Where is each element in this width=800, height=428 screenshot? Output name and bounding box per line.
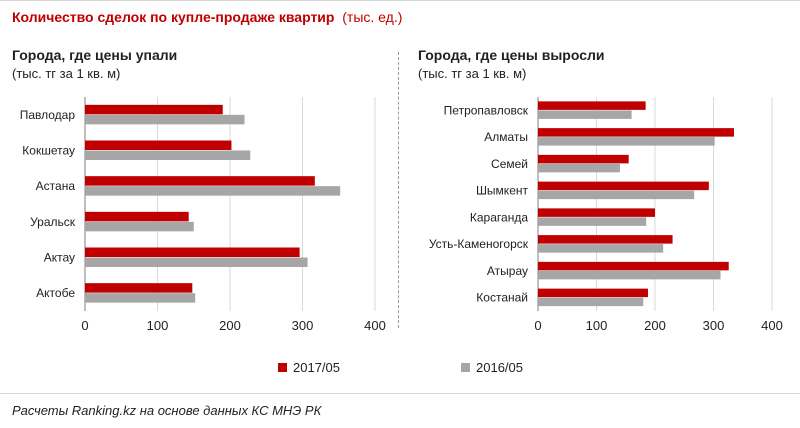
right-chart-category-label: Костанай (476, 291, 528, 305)
left-chart-bar-2016 (85, 221, 194, 232)
left-chart-x-tick-label: 100 (147, 318, 169, 333)
top-rule (0, 0, 800, 1)
right-chart-x-tick-label: 400 (761, 318, 783, 333)
right-chart-bar-2017 (538, 208, 655, 217)
left-chart-bar-2016 (85, 150, 251, 160)
left-chart-bar-2017 (85, 104, 223, 115)
right-chart-x-tick-label: 100 (586, 318, 608, 333)
left-chart-bar-2016 (85, 114, 245, 125)
legend-label-2016: 2016/05 (476, 360, 523, 375)
left-chart-category-label: Астана (36, 179, 76, 193)
left-chart-bar-2017 (85, 283, 193, 293)
main-title-text: Количество сделок по купле-продаже кварт… (12, 9, 335, 25)
main-title: Количество сделок по купле-продаже кварт… (12, 9, 402, 25)
right-chart-bar-2016 (538, 190, 695, 200)
right-chart-category-label: Караганда (470, 210, 528, 224)
legend-item-2016: 2016/05 (461, 360, 523, 375)
right-chart-bar-2017 (538, 128, 734, 137)
right-chart-bar-2016 (538, 110, 632, 119)
right-chart-bar-2016 (538, 270, 721, 280)
left-chart-bar-2016 (85, 186, 341, 196)
left-chart-bar-2016 (85, 257, 308, 267)
right-chart-category-label: Алматы (484, 130, 528, 144)
left-chart-x-tick-label: 0 (81, 318, 88, 333)
right-chart-x-tick-label: 300 (703, 318, 725, 333)
right-bar-chart: 0 100 200 300 400 Петропавловск Алматы Семей Шым… (429, 97, 783, 333)
right-chart-bar-2016 (538, 297, 644, 307)
right-chart-bar-2016 (538, 217, 647, 226)
legend-swatch-2017 (278, 363, 287, 372)
right-chart-category-label: Усть-Каменогорск (429, 237, 529, 251)
right-chart-bar-2017 (538, 101, 646, 110)
source-rule (0, 393, 800, 394)
legend-item-2017: 2017/05 (278, 360, 340, 375)
panel-divider (398, 52, 399, 328)
left-chart-title: Города, где цены упали (12, 47, 178, 63)
left-chart-category-label: Павлодар (20, 108, 76, 122)
left-chart-x-tick-label: 200 (219, 318, 241, 333)
right-chart-category-label: Атырау (487, 264, 528, 278)
right-chart-category-label: Петропавловск (444, 103, 529, 117)
right-chart-bar-2016 (538, 163, 620, 173)
right-chart-bar-2017 (538, 154, 629, 164)
right-chart-subtitle: (тыс. тг за 1 кв. м) (418, 66, 527, 81)
left-chart-x-tick-label: 300 (292, 318, 314, 333)
left-chart-bar-2017 (85, 247, 300, 257)
left-chart-bar-2017 (85, 140, 232, 150)
left-chart-bar-2017 (85, 176, 315, 186)
right-chart-bar-2016 (538, 137, 715, 146)
legend-swatch-2016 (461, 363, 470, 372)
right-chart-bar-2017 (538, 235, 673, 244)
left-chart-bar-2016 (85, 293, 196, 303)
left-chart-x-tick-label: 400 (364, 318, 386, 333)
left-chart-category-label: Кокшетау (22, 144, 75, 158)
left-chart-bar-2017 (85, 211, 189, 222)
source-note: Расчеты Ranking.kz на основе данных КС М… (12, 403, 322, 418)
right-chart-x-tick-label: 200 (644, 318, 666, 333)
legend-label-2017: 2017/05 (293, 360, 340, 375)
main-title-unit: (тыс. ед.) (342, 9, 403, 25)
left-chart-subtitle: (тыс. тг за 1 кв. м) (12, 66, 121, 81)
right-chart-bar-2017 (538, 288, 648, 298)
right-chart-title: Города, где цены выросли (418, 47, 605, 63)
right-chart-bar-2016 (538, 244, 664, 253)
left-chart-category-label: Актобе (36, 286, 75, 300)
right-chart-x-tick-label: 0 (534, 318, 541, 333)
right-chart-bar-2017 (538, 181, 709, 191)
left-bar-chart: 0 100 200 300 400 Павлодар Кокшетау Астана Ураль… (20, 97, 386, 333)
right-chart-category-label: Семей (491, 157, 528, 171)
left-chart-category-label: Уральск (30, 215, 76, 229)
right-chart-category-label: Шымкент (476, 184, 529, 198)
left-chart-category-label: Актау (44, 251, 75, 265)
right-chart-bar-2017 (538, 261, 729, 271)
